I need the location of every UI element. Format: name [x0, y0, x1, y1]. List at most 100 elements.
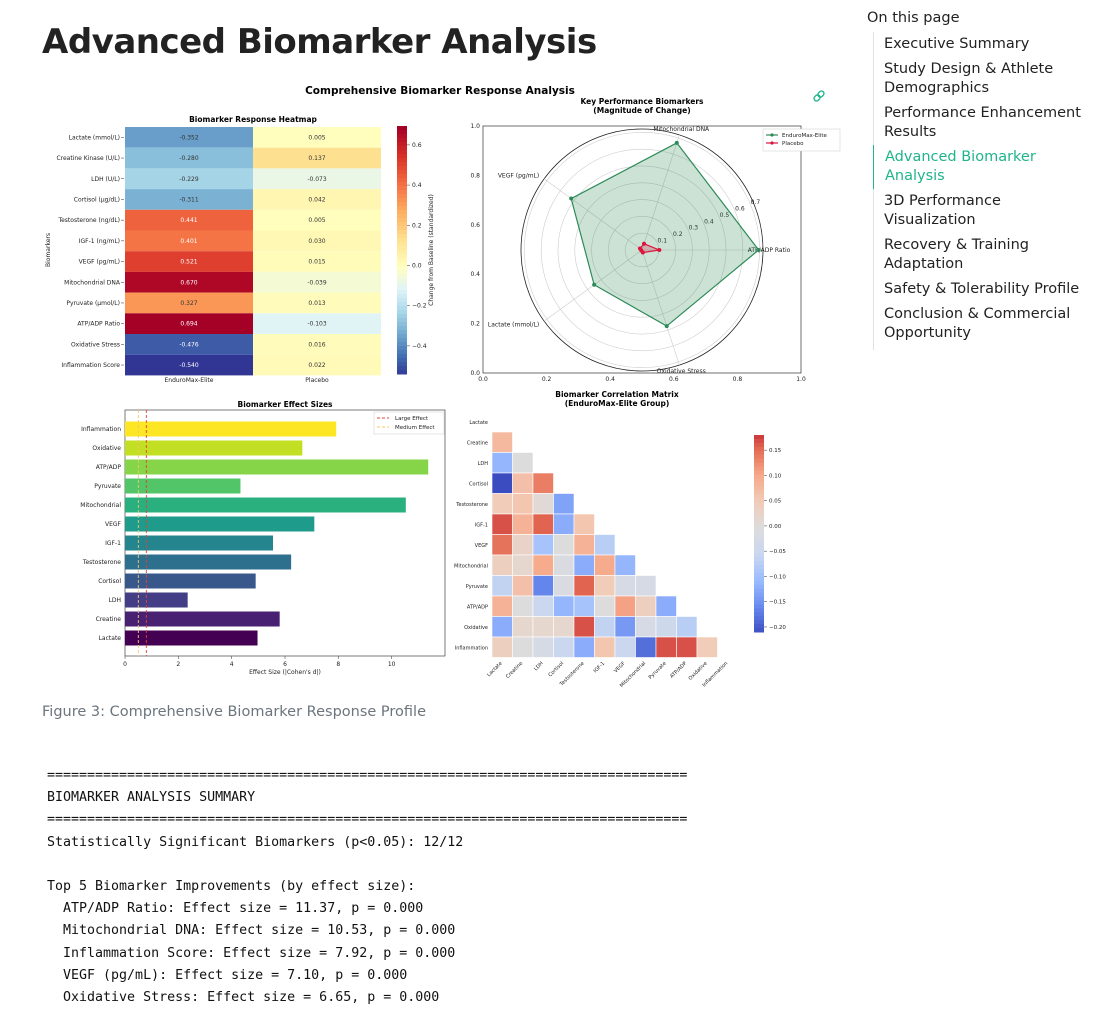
colorbar-segment — [397, 366, 407, 371]
correlation-cell — [491, 616, 513, 638]
correlation-cell — [553, 513, 575, 535]
correlation-cell — [512, 595, 534, 617]
colorbar-segment — [397, 210, 407, 215]
heatmap-cell — [253, 147, 381, 169]
correlation-cell — [553, 616, 575, 638]
correlation-title: Biomarker Correlation Matrix — [555, 390, 679, 399]
correlation-cell — [491, 595, 513, 617]
correlation-column-label: IGF-1 — [593, 661, 607, 675]
correlation-cell — [573, 575, 595, 597]
colorbar-segment — [754, 517, 764, 523]
heatmap-column-label: Placebo — [305, 377, 329, 384]
radar-ring-label: 0.7 — [751, 199, 761, 206]
correlation-cell — [614, 575, 636, 597]
colorbar-segment — [754, 549, 764, 554]
frame-x-tick-label: 0.0 — [478, 376, 488, 383]
colorbar-segment — [754, 608, 764, 613]
output-line: Statistically Significant Biomarkers (p<… — [47, 834, 464, 850]
colorbar-segment — [397, 362, 407, 367]
toc-item[interactable]: Study Design & Athlete Demographics — [884, 61, 1054, 96]
frame-x-tick-label: 0.4 — [605, 376, 615, 383]
bar-category-label: Creatine — [96, 616, 122, 623]
heatmap-cell — [253, 168, 381, 190]
bar-category-label: LDH — [109, 597, 121, 604]
toc-item[interactable]: Executive Summary — [884, 36, 1030, 52]
effect-size-bar — [125, 554, 292, 570]
toc-item[interactable]: Advanced Biomarker Analysis — [873, 145, 1097, 189]
correlation-column-label: Cortisol — [547, 661, 565, 679]
heatmap-cell — [253, 230, 381, 252]
frame-y-tick-label: 0.0 — [470, 370, 480, 377]
colorbar-segment — [754, 509, 764, 515]
heatmap-cell-value: -0.073 — [307, 176, 327, 183]
colorbar-segment — [754, 525, 764, 531]
correlation-cell — [614, 636, 636, 658]
page-title: Advanced Biomarker Analysis — [42, 22, 597, 62]
correlation-row-label: Mitochondrial — [454, 563, 488, 569]
correlation-cell — [512, 472, 534, 494]
heatmap-cell — [253, 354, 381, 376]
colorbar-tick-label: 0.10 — [769, 473, 782, 479]
bar-x-tick-label: 2 — [176, 661, 180, 668]
heatmap-cell-value: 0.015 — [308, 259, 325, 266]
colorbar-segment — [397, 258, 407, 263]
colorbar-segment — [754, 545, 764, 550]
output-line — [47, 854, 687, 876]
correlation-row-label: Lactate — [469, 420, 488, 426]
heatmap-cell — [125, 251, 253, 272]
correlation-cell — [491, 575, 513, 597]
colorbar-tick-label: 0.4 — [412, 182, 422, 189]
correlation-cell — [512, 575, 534, 597]
colorbar-segment — [754, 624, 764, 629]
colorbar-segment — [397, 262, 407, 267]
output-line: BIOMARKER ANALYSIS SUMMARY — [47, 790, 256, 806]
radar-point — [640, 250, 645, 255]
correlation-cell — [635, 575, 657, 597]
bar-x-tick-label: 6 — [283, 661, 287, 668]
bar-category-label: Lactate — [99, 635, 122, 642]
heatmap-row-label: VEGF (pg/mL) — [79, 259, 120, 266]
colorbar-segment — [397, 370, 407, 375]
correlation-cell — [553, 595, 575, 617]
bar-category-label: Inflammation — [81, 426, 121, 433]
correlation-cell — [676, 636, 698, 658]
correlation-cell — [512, 636, 534, 658]
colorbar-segment — [397, 158, 407, 163]
colorbar-segment — [754, 580, 764, 586]
colorbar-segment — [397, 142, 407, 147]
bar-legend — [373, 411, 445, 435]
colorbar-segment — [754, 588, 764, 594]
correlation-cell — [512, 452, 534, 474]
radar-point — [569, 196, 574, 201]
colorbar-tick-label: −0.05 — [769, 549, 786, 555]
heatmap-cell — [125, 230, 253, 252]
correlation-cell — [676, 616, 698, 638]
effect-size-bar — [125, 573, 256, 589]
bar-x-tick-label: 10 — [388, 661, 396, 668]
colorbar-segment — [397, 130, 407, 135]
toc-item[interactable]: Safety & Tolerability Profile — [884, 281, 1080, 297]
correlation-cell — [512, 513, 534, 535]
colorbar-segment — [397, 298, 407, 303]
heatmap-cell — [253, 271, 381, 293]
colorbar-segment — [754, 486, 764, 491]
correlation-cell — [512, 493, 534, 515]
response-heatmap: Biomarker Response Heatmap Lactate (mmol/… — [45, 115, 435, 384]
correlation-cell — [532, 636, 554, 658]
colorbar-segment — [754, 628, 764, 633]
colorbar-segment — [754, 568, 764, 574]
effect-size-bar — [125, 478, 241, 494]
colorbar-tick-label: −0.2 — [412, 303, 427, 310]
correlation-cell — [635, 616, 657, 638]
colorbar-segment — [754, 600, 764, 605]
toc-item[interactable]: 3D Performance Visualization — [884, 193, 1001, 228]
toc-item[interactable]: Conclusion & Commercial Opportunity — [884, 306, 1071, 341]
figure-suptitle: Comprehensive Biomarker Response Analysi… — [305, 85, 575, 97]
link-icon[interactable] — [813, 90, 825, 102]
toc-item[interactable]: Recovery & Training Adaptation — [884, 237, 1029, 272]
colorbar-segment — [754, 572, 764, 578]
colorbar-segment — [397, 238, 407, 243]
toc-item[interactable]: Performance Enhancement Results — [884, 105, 1081, 140]
colorbar-segment — [754, 533, 764, 538]
colorbar-segment — [754, 466, 764, 471]
